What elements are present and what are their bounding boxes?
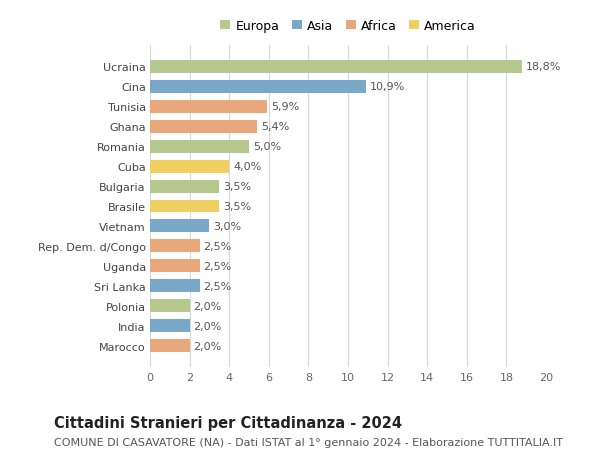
Bar [150,240,199,253]
Bar [150,200,220,213]
Text: 3,5%: 3,5% [223,202,251,212]
Bar [150,101,267,113]
Bar [150,160,229,173]
Text: 5,4%: 5,4% [261,122,289,132]
Text: 5,0%: 5,0% [253,142,281,152]
Text: 2,0%: 2,0% [194,341,222,351]
Legend: Europa, Asia, Africa, America: Europa, Asia, Africa, America [220,20,476,33]
Bar [150,340,190,353]
Text: COMUNE DI CASAVATORE (NA) - Dati ISTAT al 1° gennaio 2024 - Elaborazione TUTTITA: COMUNE DI CASAVATORE (NA) - Dati ISTAT a… [54,437,563,447]
Bar [150,260,199,273]
Bar [150,220,209,233]
Bar [150,120,257,133]
Bar [150,300,190,313]
Text: 5,9%: 5,9% [271,102,299,112]
Bar [150,80,366,93]
Text: 10,9%: 10,9% [370,82,405,92]
Text: 3,0%: 3,0% [214,222,241,231]
Text: 2,0%: 2,0% [194,321,222,331]
Bar [150,180,220,193]
Bar [150,320,190,333]
Text: 2,5%: 2,5% [203,281,232,291]
Bar [150,140,249,153]
Text: Cittadini Stranieri per Cittadinanza - 2024: Cittadini Stranieri per Cittadinanza - 2… [54,415,402,431]
Text: 2,0%: 2,0% [194,301,222,311]
Text: 18,8%: 18,8% [526,62,562,72]
Bar [150,61,522,73]
Text: 2,5%: 2,5% [203,241,232,252]
Text: 4,0%: 4,0% [233,162,262,172]
Text: 2,5%: 2,5% [203,261,232,271]
Bar [150,280,199,293]
Text: 3,5%: 3,5% [223,182,251,191]
